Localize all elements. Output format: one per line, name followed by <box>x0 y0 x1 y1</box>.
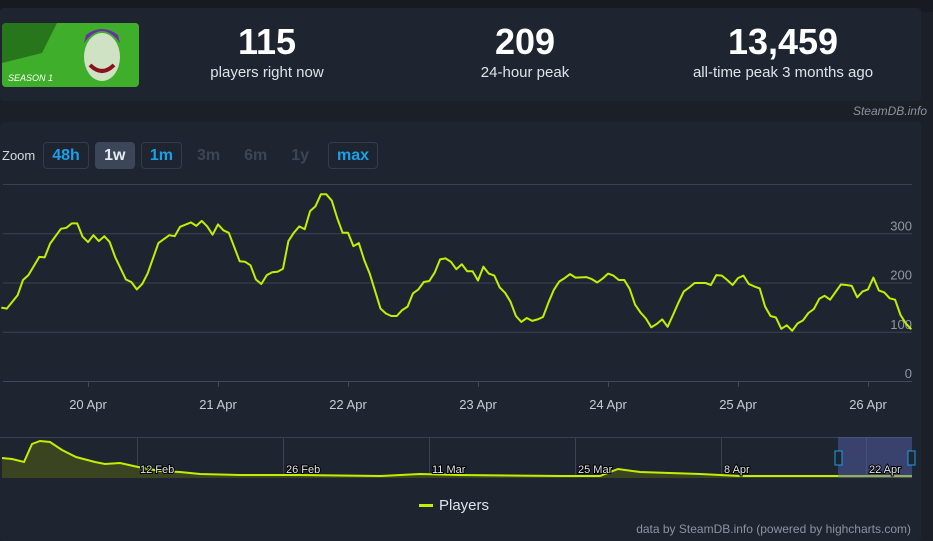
zoom-controls: Zoom 48h 1w 1m 3m 6m 1y max <box>2 142 379 169</box>
navigator-right-handle[interactable] <box>907 450 916 466</box>
current-players-label: players right now <box>210 64 324 81</box>
navigator-tick-label: 25 Mar <box>578 464 613 476</box>
stats-header: SEASON 1 115 players right now 209 24-ho… <box>0 8 921 101</box>
navigator-tick-label: 11 Mar <box>432 464 466 476</box>
navigator-tick-label: 8 Apr <box>724 464 750 476</box>
zoom-48h-button[interactable]: 48h <box>43 142 89 169</box>
x-tick-label: 20 Apr <box>69 397 107 412</box>
x-tick-label: 23 Apr <box>459 397 497 412</box>
zoom-1y-button: 1y <box>291 146 309 164</box>
navigator-tick-label: 12 Feb <box>140 464 174 476</box>
y-tick-label: 200 <box>890 268 912 283</box>
navigator-selection[interactable] <box>838 437 912 478</box>
all-time-peak-value: 13,459 <box>727 21 839 62</box>
x-tick-label: 25 Apr <box>719 397 757 412</box>
game-capsule-image[interactable]: SEASON 1 <box>2 23 139 87</box>
navigator-line <box>1 439 912 478</box>
zoom-6m-button: 6m <box>244 146 268 164</box>
x-tick-label: 22 Apr <box>329 397 367 412</box>
peak-24h-value: 209 <box>494 21 556 62</box>
navigator-area <box>2 441 912 478</box>
zoom-label: Zoom <box>2 148 36 163</box>
all-time-peak-label: all-time peak 3 months ago <box>692 64 874 81</box>
chart-credits[interactable]: data by SteamDB.info (powered by highcha… <box>636 522 911 536</box>
stat-current-players: 115 players right now <box>196 21 338 82</box>
navigator-tick-label: 22 Apr <box>869 464 901 476</box>
y-tick-label: 100 <box>890 317 912 332</box>
x-tick-label: 24 Apr <box>589 397 627 412</box>
navigator-tick-label: 26 Feb <box>286 464 320 476</box>
x-tick-label: 21 Apr <box>199 397 237 412</box>
steamdb-attribution[interactable]: SteamDB.info <box>852 104 927 118</box>
chart-legend-players[interactable]: Players <box>419 497 489 514</box>
current-players-value: 115 <box>237 21 297 62</box>
y-tick-label: 0 <box>905 366 912 381</box>
stat-24h-peak: 209 24-hour peak <box>450 21 600 82</box>
joker-artwork-icon: SEASON 1 <box>2 23 139 87</box>
y-tick-label: 300 <box>890 218 912 233</box>
capsule-season-text: SEASON 1 <box>8 73 53 83</box>
navigator-left-handle[interactable] <box>834 450 843 466</box>
zoom-max-button[interactable]: max <box>327 142 379 169</box>
players-series-line <box>1 193 913 332</box>
navigator[interactable]: 12 Feb 26 Feb 11 Mar 25 Mar 8 Apr 22 Apr <box>0 437 916 478</box>
stat-all-time-peak: 13,459 all-time peak 3 months ago <box>680 21 886 82</box>
x-tick-label: 26 Apr <box>849 397 887 412</box>
zoom-1m-button[interactable]: 1m <box>140 142 182 169</box>
peak-24h-label: 24-hour peak <box>480 64 570 81</box>
legend-label: Players <box>439 497 490 514</box>
zoom-3m-button: 3m <box>196 146 221 164</box>
legend-line-swatch <box>419 504 433 507</box>
zoom-1w-button[interactable]: 1w <box>94 142 135 169</box>
